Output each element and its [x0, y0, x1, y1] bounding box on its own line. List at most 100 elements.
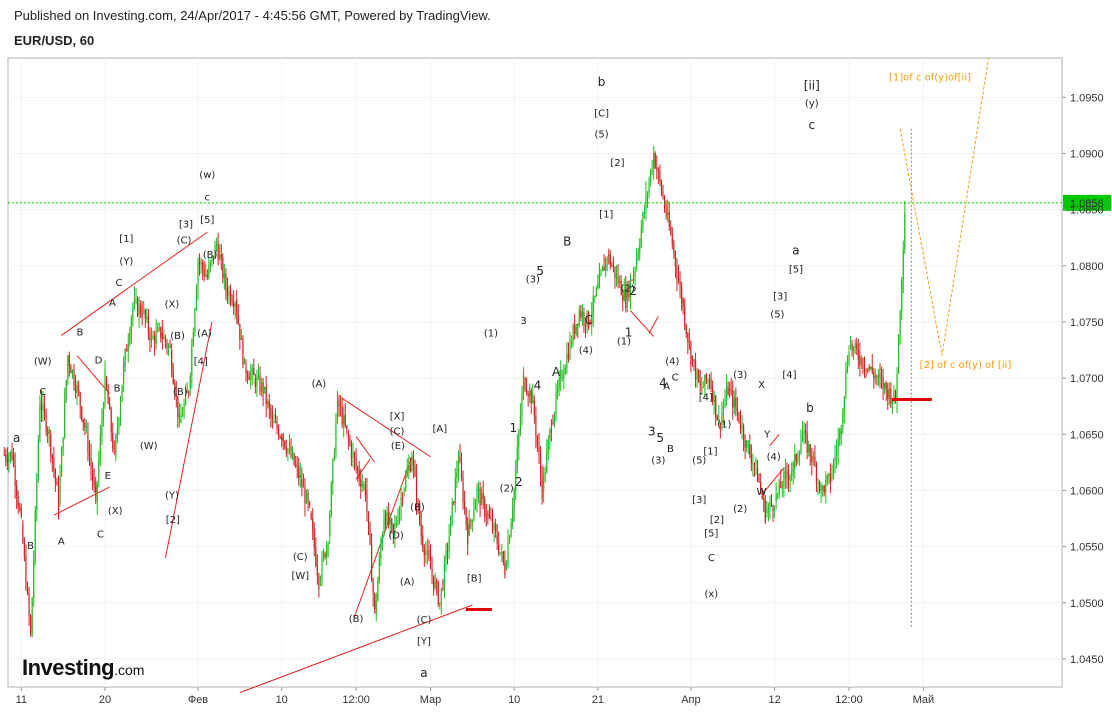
- candle-body: [518, 431, 520, 448]
- candle-body: [316, 565, 318, 576]
- candle-body: [774, 510, 776, 512]
- x-tick-label: Фев: [188, 694, 208, 706]
- candle-body: [163, 336, 165, 339]
- candle-body: [299, 474, 301, 479]
- candle-body: [493, 524, 495, 530]
- candle-body: [335, 421, 337, 454]
- candle-body: [477, 488, 480, 491]
- candle-body: [775, 494, 777, 502]
- candle-body: [603, 266, 605, 271]
- candle-body: [814, 456, 816, 466]
- candle-body: [115, 435, 117, 457]
- candle-body: [346, 425, 348, 430]
- candle-body: [333, 453, 335, 460]
- candle-body: [567, 353, 570, 359]
- wave-label: A: [58, 536, 65, 547]
- candle-body: [643, 210, 645, 214]
- wave-label: c: [205, 193, 211, 204]
- candle-body: [76, 385, 78, 393]
- candle-body: [68, 355, 70, 367]
- candle-body: [684, 307, 686, 326]
- y-tick-label: 1.0900: [1070, 148, 1104, 160]
- candle-body: [48, 430, 50, 434]
- candle-body: [496, 535, 498, 544]
- candle-body: [389, 519, 391, 525]
- candle-body: [245, 366, 247, 374]
- candle-body: [612, 265, 614, 267]
- candle-body: [295, 464, 297, 466]
- wave-label: [2]: [710, 515, 724, 526]
- candle-body: [31, 598, 33, 637]
- projection-label: [1]of c of(y)of[ii]: [889, 72, 971, 83]
- candle-body: [853, 346, 855, 351]
- support-mark: [465, 607, 492, 611]
- candle-body: [273, 421, 275, 424]
- x-tick-label: 12:00: [835, 694, 863, 706]
- candle-body: [287, 449, 289, 453]
- y-tick-label: 1.0700: [1070, 373, 1104, 385]
- candle-body: [842, 412, 844, 428]
- x-tick-label: 11: [16, 694, 27, 706]
- candle-body: [160, 327, 162, 338]
- wave-label: (2): [733, 504, 747, 515]
- wave-label: (4): [579, 345, 593, 356]
- candle-body: [341, 407, 343, 425]
- candle-body: [406, 471, 408, 477]
- candle-body: [402, 497, 404, 500]
- trendline: [353, 456, 413, 618]
- candle-body: [462, 478, 464, 503]
- candle-body: [377, 580, 379, 601]
- candle-body: [832, 461, 835, 474]
- logo-main: Investing: [22, 655, 115, 680]
- candle-body: [61, 448, 63, 477]
- candle-body: [332, 459, 334, 484]
- candle-body: [457, 461, 459, 473]
- candle-body: [169, 345, 171, 348]
- wave-label: C: [584, 313, 592, 327]
- candle-body: [62, 437, 64, 449]
- candle-body: [158, 327, 160, 329]
- candle-body: [818, 481, 821, 491]
- support-mark: [891, 397, 932, 401]
- candle-body: [532, 392, 534, 404]
- candle-body: [398, 508, 401, 521]
- candle-body: [105, 378, 108, 389]
- candle-body: [33, 559, 35, 599]
- candle-body: [185, 392, 187, 404]
- candle-body: [121, 384, 123, 402]
- candle-body: [854, 343, 856, 347]
- candle-body: [189, 375, 191, 390]
- wave-label: A: [663, 381, 670, 392]
- candle-body: [595, 288, 597, 296]
- candle-body: [860, 358, 862, 365]
- candle-body: [605, 258, 607, 271]
- candle-body: [498, 543, 500, 554]
- candle-body: [164, 336, 167, 343]
- x-tick-label: 10: [508, 694, 520, 706]
- candle-body: [144, 310, 146, 319]
- candle-body: [363, 484, 365, 486]
- candle-body: [481, 493, 483, 506]
- candle-body: [732, 390, 734, 408]
- candle-body: [464, 502, 466, 509]
- candle-body: [12, 454, 15, 466]
- y-tick-label: 1.0950: [1070, 92, 1104, 104]
- candle-body: [787, 476, 790, 481]
- candle-body: [198, 260, 201, 264]
- candle-body: [611, 265, 613, 267]
- candle-body: [372, 581, 374, 594]
- candle-body: [839, 430, 841, 440]
- x-tick-label: Мар: [420, 694, 442, 706]
- candle-body: [564, 368, 566, 374]
- candle-body: [429, 557, 432, 569]
- candle-body: [161, 333, 163, 339]
- candle-body: [803, 430, 805, 435]
- wave-label: (C): [177, 235, 192, 246]
- trendline: [769, 433, 780, 446]
- y-tick-label: 1.0550: [1070, 542, 1104, 554]
- wave-label: (A): [312, 379, 327, 390]
- candle-body: [549, 429, 551, 441]
- candle-body: [566, 353, 568, 369]
- candle-body: [242, 337, 244, 365]
